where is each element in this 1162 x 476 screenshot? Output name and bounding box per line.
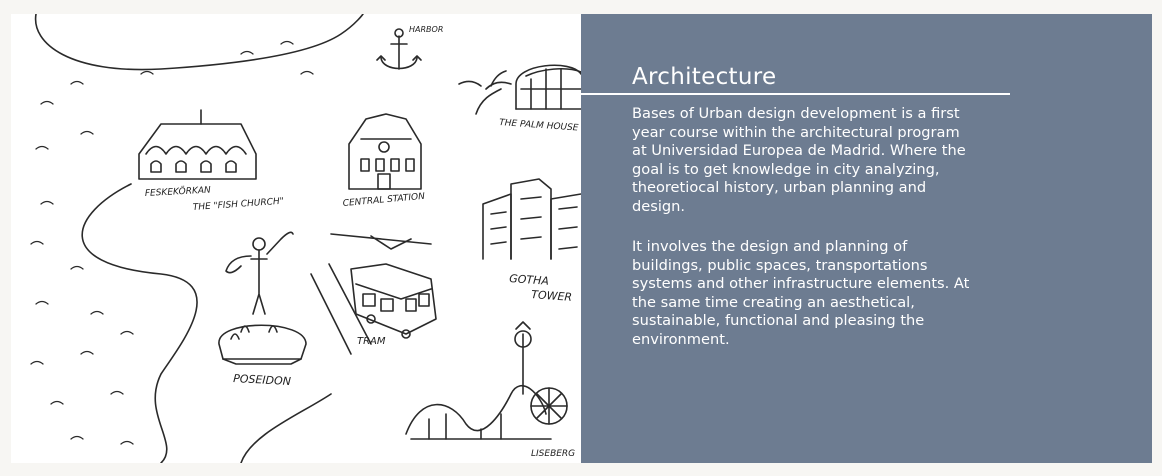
tram-drawing [310,233,437,355]
tower-label: TOWER [531,288,573,304]
coastline [34,14,364,71]
river-bank [81,183,198,463]
gotha-tower-drawing [482,178,581,260]
section-title: Architecture [632,64,777,90]
liseberg-amusement-park-drawing [405,321,568,440]
fish-church-label: THE "FISH CHURCH" [193,197,285,213]
palm-house-drawing [458,64,581,115]
palm-house-label: THE PALM HOUSE [499,118,579,134]
gotha-label: GOTHA [509,272,550,288]
city-sketch-illustration: HARBOR THE PALM HOUSE FESKEKÖRKAN THE "F… [11,14,581,463]
water-waves [30,40,314,445]
title-underline [581,93,1010,95]
poseidon-statue-drawing [218,231,307,365]
anchor-icon [376,28,422,70]
liseberg-label: LISEBERG [531,449,575,459]
central-station-drawing [348,113,422,190]
poseidon-label: POSEIDON [233,372,291,388]
fish-church-drawing [138,109,257,180]
description-paragraph-1: Bases of Urban design development is a f… [632,105,966,215]
harbor-label: HARBOR [409,25,443,34]
description-paragraph-2: It involves the design and planning of b… [632,238,970,348]
architecture-info-panel: Architecture Bases of Urban design devel… [581,14,1152,463]
feskekorkan-label: FESKEKÖRKAN [145,185,212,199]
tram-label: TRAM [357,336,386,347]
central-station-label: CENTRAL STATION [342,192,425,209]
